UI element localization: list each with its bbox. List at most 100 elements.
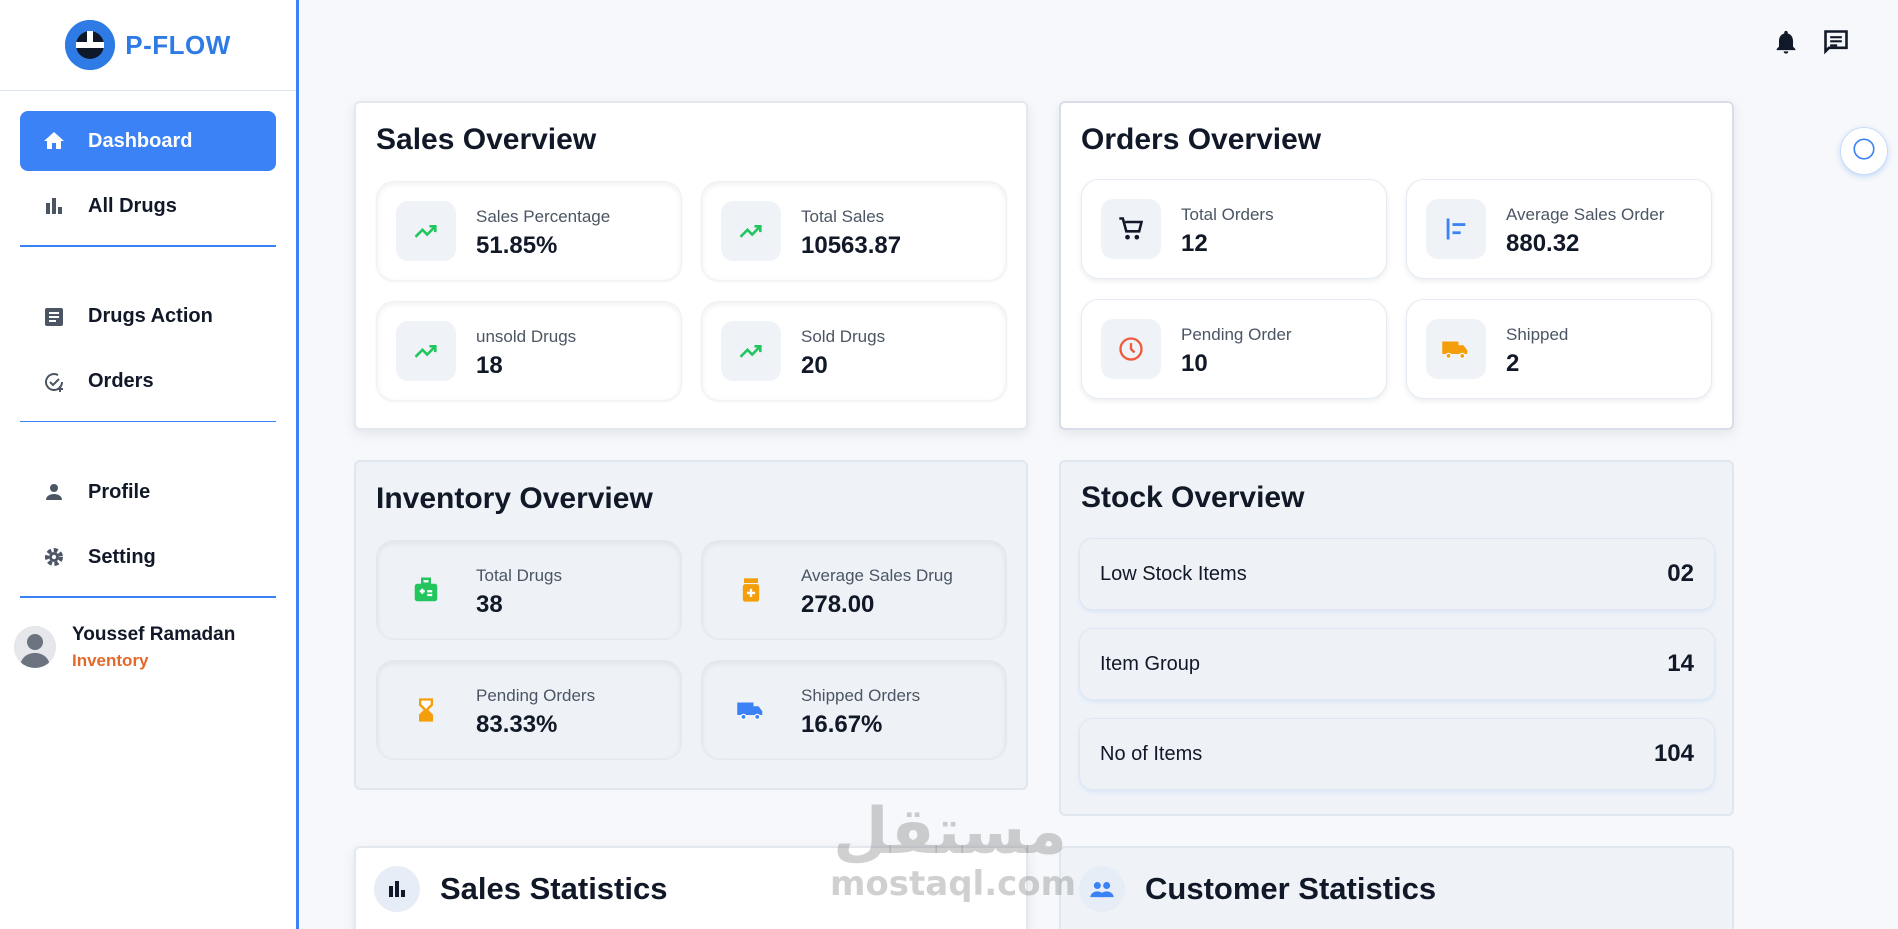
- sidebar-item-label: Drugs Action: [88, 305, 213, 327]
- card-label: Average Sales Drug: [801, 566, 953, 585]
- bar-chart-icon: [374, 866, 420, 912]
- divider: [20, 596, 276, 598]
- average-sales-order-card: Average Sales Order 880.32: [1406, 179, 1712, 279]
- trending-up-icon: [396, 321, 456, 381]
- customer-statistics-panel: Customer Statistics: [1059, 846, 1734, 929]
- card-value: 16.67%: [801, 711, 883, 738]
- sidebar-item-setting[interactable]: Setting: [20, 527, 276, 587]
- pending-orders-card: Pending Orders 83.33%: [376, 660, 682, 760]
- bar-chart-icon: [42, 194, 66, 218]
- hourglass-icon: [396, 680, 456, 740]
- card-label: Sold Drugs: [801, 327, 886, 346]
- card-value: 2: [1506, 350, 1520, 377]
- stock-overview-panel: Stock Overview Low Stock Items 02 Item G…: [1059, 460, 1734, 816]
- total-orders-card: Total Orders 12: [1081, 179, 1387, 279]
- trending-up-icon: [721, 201, 781, 261]
- panel-title: Sales Overview: [376, 123, 597, 156]
- sidebar-nav: Dashboard All Drugs Drugs Action Orders: [0, 91, 296, 598]
- sidebar-item-all-drugs[interactable]: All Drugs: [20, 176, 276, 236]
- sidebar-item-dashboard[interactable]: Dashboard: [20, 111, 276, 171]
- panel-title: Inventory Overview: [376, 482, 653, 515]
- card-value: 18: [476, 352, 503, 379]
- truck-icon: [721, 680, 781, 740]
- logo-mark-icon: [65, 20, 116, 70]
- card-label: Shipped Orders: [801, 686, 921, 705]
- trending-up-icon: [721, 321, 781, 381]
- medkit-icon: [396, 560, 456, 620]
- card-value: 83.33%: [476, 711, 558, 738]
- card-value: 51.85%: [476, 232, 558, 259]
- sold-drugs-card: Sold Drugs 20: [701, 301, 1007, 401]
- brand-name: P-FLOW: [125, 29, 231, 60]
- card-label: Total Drugs: [476, 566, 562, 585]
- sidebar-item-label: All Drugs: [88, 194, 177, 217]
- sales-overview-panel: Sales Overview Sales Percentage 51.85% T…: [354, 101, 1028, 430]
- stock-value: 02: [1667, 560, 1694, 587]
- card-value: 10: [1181, 350, 1208, 377]
- bell-icon[interactable]: [1772, 28, 1800, 56]
- clock-icon: [1101, 319, 1161, 379]
- sidebar-item-drugs-action[interactable]: Drugs Action: [20, 287, 276, 347]
- sidebar-item-label: Setting: [88, 545, 156, 568]
- card-label: Total Sales: [801, 207, 885, 226]
- gear-icon: [42, 545, 66, 569]
- pending-order-card: Pending Order 10: [1081, 299, 1387, 399]
- sidebar-item-label: Orders: [88, 370, 154, 392]
- panel-title: Sales Statistics: [440, 871, 668, 906]
- shipped-card: Shipped 2: [1406, 299, 1712, 399]
- sales-statistics-panel: Sales Statistics: [354, 846, 1028, 929]
- card-label: Average Sales Order: [1506, 205, 1665, 224]
- panel-header: Sales Statistics: [374, 866, 667, 912]
- stock-label: Low Stock Items: [1100, 562, 1247, 585]
- total-sales-card: Total Sales 10563.87: [701, 181, 1007, 281]
- stock-value: 14: [1667, 650, 1694, 677]
- unsold-drugs-card: unsold Drugs 18: [376, 301, 682, 401]
- shipped-orders-card: Shipped Orders 16.67%: [701, 660, 1007, 760]
- stock-row-low-stock: Low Stock Items 02: [1079, 538, 1715, 610]
- card-label: Shipped: [1506, 325, 1569, 344]
- sidebar-item-profile[interactable]: Profile: [20, 462, 276, 522]
- stock-row-no-of-items: No of Items 104: [1079, 718, 1715, 790]
- avatar: [14, 626, 56, 668]
- stock-label: Item Group: [1100, 652, 1201, 675]
- stock-value: 104: [1653, 740, 1694, 767]
- panel-header: Customer Statistics: [1079, 866, 1436, 912]
- user-profile[interactable]: Youssef Ramadan Inventory: [0, 598, 296, 671]
- panel-title: Orders Overview: [1081, 123, 1322, 156]
- card-label: Sales Percentage: [476, 207, 611, 226]
- sales-percentage-card: Sales Percentage 51.85%: [376, 181, 682, 281]
- people-icon: [1079, 866, 1125, 912]
- check-circle-icon: [42, 370, 66, 394]
- moon-icon: [1851, 136, 1877, 167]
- truck-icon: [1426, 319, 1486, 379]
- card-label: Pending Orders: [476, 686, 596, 705]
- card-value: 880.32: [1506, 230, 1580, 257]
- card-value: 278.00: [801, 591, 875, 618]
- card-label: Total Orders: [1181, 205, 1274, 224]
- card-label: unsold Drugs: [476, 327, 577, 346]
- pill-bottle-icon: [721, 560, 781, 620]
- chat-icon[interactable]: [1822, 28, 1850, 56]
- logo[interactable]: P-FLOW: [0, 0, 296, 91]
- stock-row-item-group: Item Group 14: [1079, 628, 1715, 700]
- theme-toggle-button[interactable]: [1840, 127, 1888, 175]
- sidebar-item-label: Profile: [88, 480, 151, 503]
- sidebar: P-FLOW Dashboard All Drugs Drugs Action: [0, 0, 299, 929]
- divider: [20, 245, 276, 247]
- orders-overview-panel: Orders Overview Total Orders 12 Average …: [1059, 101, 1734, 430]
- card-label: Pending Order: [1181, 325, 1292, 344]
- trending-up-icon: [396, 201, 456, 261]
- card-value: 12: [1181, 230, 1208, 257]
- user-name: Youssef Ramadan: [72, 623, 236, 645]
- cart-icon: [1101, 199, 1161, 259]
- card-value: 20: [801, 352, 828, 379]
- sidebar-item-label: Dashboard: [88, 129, 193, 152]
- divider: [20, 420, 276, 422]
- card-value: 38: [476, 591, 503, 618]
- total-drugs-card: Total Drugs 38: [376, 540, 682, 640]
- inventory-overview-panel: Inventory Overview Total Drugs 38 Averag…: [354, 460, 1028, 790]
- sidebar-item-orders[interactable]: Orders: [20, 352, 276, 412]
- person-icon: [42, 480, 66, 504]
- document-icon: [42, 305, 66, 329]
- home-icon: [42, 129, 66, 153]
